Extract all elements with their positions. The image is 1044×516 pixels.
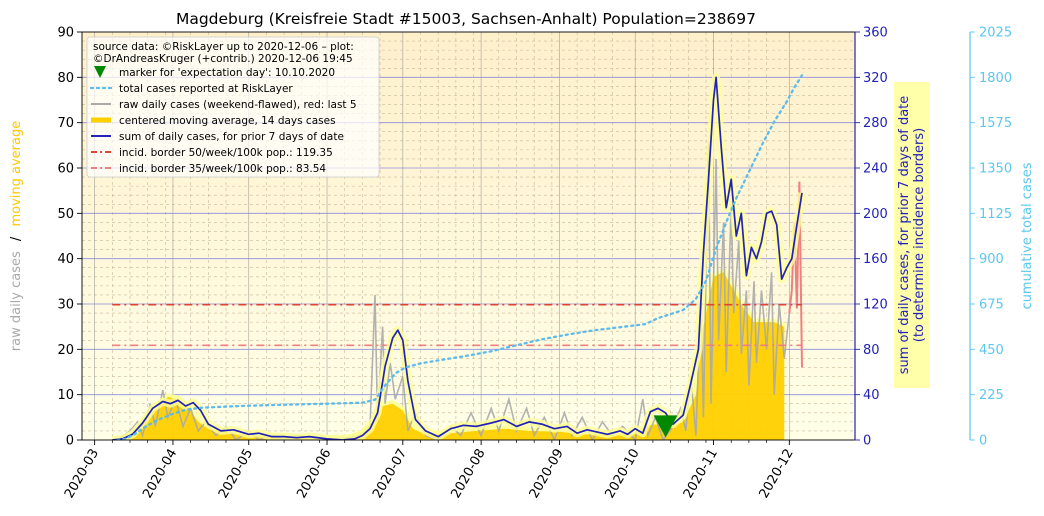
left-axis-label-sep: /: [9, 236, 24, 241]
legend: source data: ©RiskLayer up to 2020-12-06…: [86, 36, 380, 178]
right2-axis-tick-label: 0: [979, 434, 987, 449]
legend-entry-border50: incid. border 50/week/100k pop.: 119.35: [119, 147, 333, 159]
left-axis-tick-label: 50: [57, 207, 74, 222]
expectation-day-marker: [653, 415, 678, 438]
right2-axis-label: cumulative total cases: [1020, 162, 1035, 309]
right1-axis-label: sum of daily cases, for prior 7 days of …: [897, 96, 927, 375]
right1-axis-tick-label: 160: [863, 252, 888, 267]
right2-axis-tick-label: 1800: [979, 71, 1012, 86]
left-y-axis: 0 10 20 30 40 50 60 70 80 90: [57, 26, 82, 449]
right1-axis-tick-label: 240: [863, 162, 888, 177]
left-axis-label: raw daily cases / moving average: [9, 121, 24, 351]
total-cases-line: [116, 74, 804, 440]
left-axis-tick-label: 80: [57, 71, 74, 86]
x-axis-tick-label: 2020-03: [62, 447, 102, 502]
right1-axis-tick-label: 0: [863, 434, 871, 449]
right1-axis-tick-label: 280: [863, 116, 888, 131]
left-axis-tick-label: 70: [57, 116, 74, 131]
legend-marker-swatch: [94, 66, 106, 78]
x-axis-tick-label: 2020-10: [603, 447, 643, 502]
x-axis-tick-label: 2020-12: [757, 447, 797, 502]
legend-entry-border35: incid. border 35/week/100k pop.: 83.54: [119, 163, 326, 175]
right1-axis-label-background: [894, 82, 930, 388]
x-axis-tick-label: 2020-04: [140, 447, 180, 502]
right1-axis-tick-label: 40: [863, 388, 880, 403]
sum7-line: [112, 76, 803, 440]
right2-axis-tick-label: 225: [979, 388, 1004, 403]
left-axis-label-raw: raw daily cases: [9, 251, 24, 351]
left-axis-tick-label: 40: [57, 252, 74, 267]
left-axis-tick-label: 30: [57, 298, 74, 313]
x-axis-tick-label: 2020-09: [527, 447, 567, 502]
left-axis-tick-label: 20: [57, 343, 74, 358]
right-y-axis-cumulative: 0 225 450 675 900 1125 1350 1575 1800 2025: [969, 26, 1012, 449]
svg-text:cumulative total cases: cumulative total cases: [1020, 162, 1035, 309]
right-y-axis-sum7: 0 40 80 120 160 200 240 280 320 360: [854, 26, 888, 449]
right1-axis-label-line2: (to determine incidence borders): [912, 128, 927, 343]
left-axis-tick-label: 90: [57, 26, 74, 41]
right2-axis-tick-label: 900: [979, 252, 1004, 267]
left-axis-tick-label: 60: [57, 162, 74, 177]
right2-axis-tick-label: 675: [979, 298, 1004, 313]
legend-entry-raw: raw daily cases (weekend-flawed), red: l…: [119, 99, 357, 111]
left-axis-tick-label: 10: [57, 388, 74, 403]
left-axis-label-ma: moving average: [9, 121, 24, 227]
x-axis-tick-label: 2020-05: [216, 447, 256, 502]
x-axis-tick-label: 2020-11: [681, 447, 721, 502]
legend-entry-total: total cases reported at RiskLayer: [119, 83, 293, 95]
legend-entry-marker: marker for 'expectation day': 10.10.2020: [119, 67, 335, 79]
right2-axis-tick-label: 1125: [979, 207, 1012, 222]
legend-source-line-1: source data: ©RiskLayer up to 2020-12-06…: [93, 41, 354, 53]
svg-text:raw daily cases /: raw daily cases / moving average: [9, 121, 24, 351]
right1-axis-tick-label: 320: [863, 71, 888, 86]
x-axis: 2020-03 2020-04 2020-05 2020-06 2020-07 2020-…: [62, 440, 797, 501]
right1-axis-tick-label: 120: [863, 298, 888, 313]
right1-axis-tick-label: 80: [863, 343, 880, 358]
right2-axis-tick-label: 1350: [979, 162, 1012, 177]
right1-axis-label-line1: sum of daily cases, for prior 7 days of …: [897, 96, 912, 375]
right1-axis-tick-label: 200: [863, 207, 888, 222]
legend-source-line-2: ©DrAndreasKruger (+contrib.) 2020-12-06 …: [93, 53, 353, 65]
x-axis-tick-label: 2020-08: [448, 447, 488, 502]
x-axis-tick-label: 2020-07: [370, 447, 410, 502]
right1-axis-tick-label: 360: [863, 26, 888, 41]
right2-axis-tick-label: 2025: [979, 26, 1012, 41]
legend-box: [86, 36, 380, 178]
right2-axis-tick-label: 1575: [979, 116, 1012, 131]
legend-entry-sum7: sum of daily cases, for prior 7 days of …: [119, 131, 344, 143]
left-axis-tick-label: 0: [66, 434, 74, 449]
legend-entry-ma: centered moving average, 14 days cases: [119, 115, 336, 127]
chart-title: Magdeburg (Kreisfreie Stadt #15003, Sach…: [176, 10, 756, 28]
x-axis-tick-label: 2020-06: [294, 447, 334, 502]
right2-axis-tick-label: 450: [979, 343, 1004, 358]
